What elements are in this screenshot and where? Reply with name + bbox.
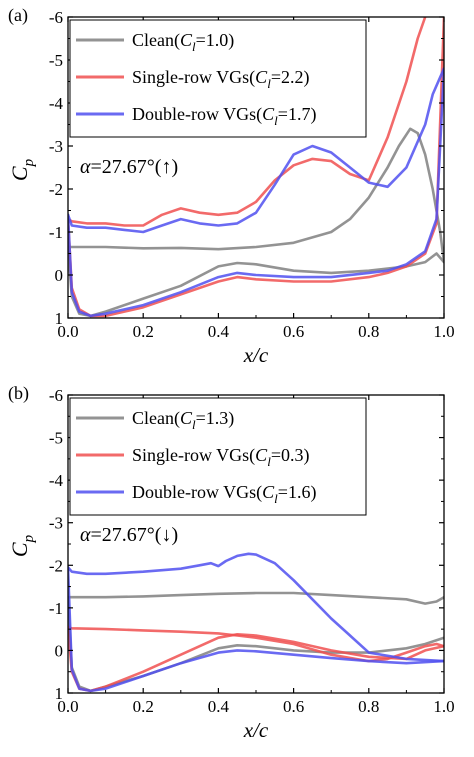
alpha-annotation: α=27.67°(↓) (80, 524, 178, 546)
x-tick-label: 1.0 (433, 697, 454, 716)
legend-entry: Single-row VGs(Cl=0.3) (132, 445, 309, 469)
panel-b: 0.0 0.2 0.4 0.6 0.8 1.0 -6 -5 -4 -3 -2 -1 0 1 (b) x/c Cp… (7, 383, 455, 742)
y-tick-label: -3 (49, 514, 63, 533)
series-1-upper-line (68, 625, 444, 663)
x-tick-label: 0.2 (133, 697, 154, 716)
alpha-annotation: α=27.67°(↑) (80, 156, 178, 178)
y-tick-label: -3 (49, 137, 63, 156)
x-tick-label: 0.4 (208, 322, 230, 341)
y-tick-label: -5 (49, 51, 63, 70)
legend-entry: Clean(Cl=1.0) (132, 30, 234, 54)
panel-a: 0.0 0.2 0.4 0.6 0.8 1.0 -6 -5 -4 -3 -2 -1 0 1 (a) x/c Cp… (7, 5, 455, 367)
x-axis-label: x/c (243, 718, 269, 742)
series-0-upper-line (68, 127, 444, 264)
x-tick-label: 0.6 (283, 322, 304, 341)
y-tick-label: 0 (55, 266, 64, 285)
series-0-lower-line (68, 245, 444, 318)
y-tick-label: -1 (49, 599, 63, 618)
y-tick-label: -6 (49, 8, 63, 27)
x-tick-label: 0.8 (358, 697, 379, 716)
y-tick-label: -5 (49, 429, 63, 448)
x-tick-label: 0.0 (57, 697, 78, 716)
series-2-lower-line (68, 67, 444, 318)
series-2-lower-line (68, 566, 444, 693)
y-tick-label: 1 (55, 309, 64, 328)
x-tick-label: 0.4 (208, 697, 230, 716)
x-tick-label: 0.0 (57, 322, 78, 341)
legend-entry: Double-row VGs(Cl=1.7) (132, 104, 316, 128)
y-tick-label: -2 (49, 180, 63, 199)
y-tick-label: -6 (49, 386, 63, 405)
x-tick-label: 1.0 (433, 322, 454, 341)
panel-label: (b) (8, 383, 29, 404)
y-axis-label: Cp (7, 534, 37, 557)
y-tick-label: -1 (49, 223, 63, 242)
y-tick-label: -2 (49, 556, 63, 575)
legend-entry: Single-row VGs(Cl=2.2) (132, 67, 309, 91)
x-tick-label: 0.6 (283, 697, 304, 716)
x-axis-label: x/c (243, 343, 269, 367)
series-2-upper-line (68, 67, 444, 234)
legend-entry: Double-row VGs(Cl=1.6) (132, 482, 316, 506)
y-tick-label: 0 (55, 641, 64, 660)
series-0-lower-line (68, 595, 444, 693)
y-axis-label: Cp (7, 158, 37, 181)
series-2-upper-line (68, 552, 444, 663)
series-1-upper-line (68, 17, 427, 227)
panel-label: (a) (8, 5, 28, 26)
x-tick-label: 0.8 (358, 322, 379, 341)
x-tick-label: 0.2 (133, 322, 154, 341)
series-0-upper-line (68, 591, 444, 605)
y-tick-label: -4 (49, 471, 64, 490)
y-tick-label: -4 (49, 94, 64, 113)
legend-entry: Clean(Cl=1.3) (132, 408, 234, 432)
series-lines (68, 552, 444, 693)
series-lines (68, 17, 444, 318)
y-tick-label: 1 (55, 684, 64, 703)
